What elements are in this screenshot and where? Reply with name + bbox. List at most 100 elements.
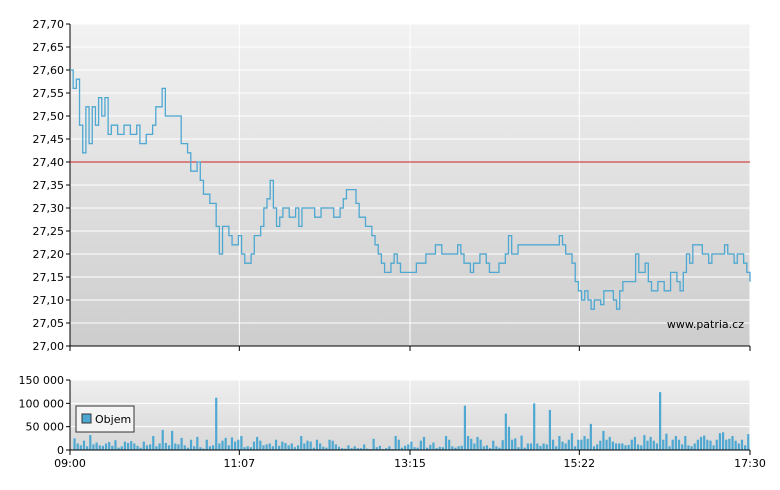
price-y-tick-label: 27,05	[33, 317, 65, 330]
volume-bar	[649, 436, 652, 450]
volume-bar	[243, 447, 246, 450]
volume-bar	[662, 439, 665, 450]
volume-bar	[375, 447, 378, 450]
price-y-tick-label: 27,40	[33, 156, 65, 169]
volume-bar	[495, 446, 498, 450]
volume-bar	[152, 436, 155, 450]
x-tick-label: 13:15	[394, 457, 426, 470]
volume-bar	[193, 446, 196, 450]
volume-bar	[196, 436, 199, 450]
volume-bar	[347, 445, 350, 450]
volume-bar	[136, 445, 139, 450]
volume-bar	[466, 436, 470, 450]
volume-bar	[438, 446, 441, 450]
volume-bar	[167, 445, 171, 450]
volume-bar	[485, 445, 489, 450]
volume-bar	[627, 444, 630, 450]
volume-bar	[205, 439, 208, 450]
volume-bar	[274, 439, 278, 450]
volume-bar	[533, 403, 536, 450]
volume-bar	[117, 447, 120, 450]
volume-bar	[596, 444, 599, 450]
volume-bar	[706, 439, 709, 450]
volume-bar	[309, 441, 312, 450]
volume-bar	[640, 445, 643, 450]
volume-bar	[721, 432, 725, 450]
volume-bar	[388, 446, 391, 450]
volume-bar	[542, 443, 545, 450]
volume-bar	[463, 405, 467, 450]
volume-bar	[227, 445, 230, 450]
volume-bar	[448, 439, 451, 450]
volume-bar	[570, 433, 574, 450]
volume-bar	[281, 441, 284, 450]
volume-bar	[271, 446, 274, 450]
volume-bar	[287, 445, 290, 450]
volume-bar	[215, 397, 218, 450]
volume-bar	[104, 443, 108, 450]
volume-bar	[120, 446, 123, 450]
volume-y-tick-label: 0	[57, 444, 64, 457]
volume-bar	[451, 446, 454, 450]
volume-bar	[740, 439, 744, 450]
volume-bar	[583, 436, 586, 450]
watermark-text: www.patria.cz	[667, 318, 744, 331]
volume-bar	[744, 445, 747, 450]
volume-bar	[407, 444, 410, 450]
x-tick-label: 15:22	[563, 457, 595, 470]
price-panel: 27,00 27,05 27,10 27,15 27,20 27,25 27,30 27,35…	[33, 18, 751, 353]
volume-bar	[208, 446, 212, 450]
volume-bar	[643, 435, 646, 450]
price-y-tick-label: 27,00	[33, 340, 65, 353]
volume-bar	[101, 445, 104, 450]
volume-bar	[482, 446, 485, 450]
volume-bar	[237, 439, 240, 450]
legend-swatch	[81, 413, 92, 424]
volume-bar	[523, 447, 526, 450]
volume-bar	[155, 446, 158, 450]
volume-bar	[319, 443, 322, 450]
volume-bar	[300, 436, 303, 450]
volume-y-axis-ticks: 0 50 000 100 000 150 000	[19, 374, 71, 457]
volume-bar	[334, 444, 337, 450]
volume-bar	[681, 444, 684, 450]
volume-bar	[514, 438, 517, 450]
volume-bar	[278, 445, 281, 450]
volume-bar	[133, 443, 136, 450]
volume-bar	[684, 436, 687, 450]
volume-bar	[539, 445, 542, 450]
volume-bar	[385, 448, 388, 450]
volume-bar	[189, 439, 193, 450]
volume-bar	[574, 446, 577, 450]
volume-bar	[715, 439, 718, 450]
price-x-tick-marks	[69, 346, 751, 351]
volume-bar	[457, 446, 460, 450]
volume-bar	[555, 446, 558, 450]
volume-y-tick-label: 150 000	[19, 374, 65, 387]
volume-bar	[356, 448, 359, 450]
volume-bar	[322, 446, 325, 450]
volume-bar	[618, 443, 621, 450]
volume-bar	[89, 435, 92, 450]
volume-bar	[624, 445, 627, 450]
volume-bar	[180, 437, 183, 450]
volume-bar	[655, 443, 659, 450]
volume-bar	[520, 435, 523, 450]
volume-bars	[73, 392, 750, 450]
volume-bar	[671, 439, 674, 450]
price-y-axis-ticks: 27,00 27,05 27,10 27,15 27,20 27,25 27,30 27,35…	[33, 18, 71, 353]
volume-bar	[344, 448, 347, 450]
volume-bar	[224, 437, 227, 450]
volume-bar	[611, 441, 614, 450]
volume-bar	[366, 448, 369, 450]
price-y-tick-label: 27,30	[33, 202, 65, 215]
volume-bar	[605, 439, 608, 450]
volume-bar	[621, 443, 624, 450]
volume-bar	[312, 447, 315, 450]
volume-bar	[454, 447, 457, 450]
volume-y-tick-label: 100 000	[19, 397, 65, 410]
volume-bar	[413, 447, 416, 450]
price-y-tick-label: 27,65	[33, 41, 65, 54]
price-y-tick-label: 27,70	[33, 18, 65, 31]
volume-bar	[492, 440, 495, 450]
